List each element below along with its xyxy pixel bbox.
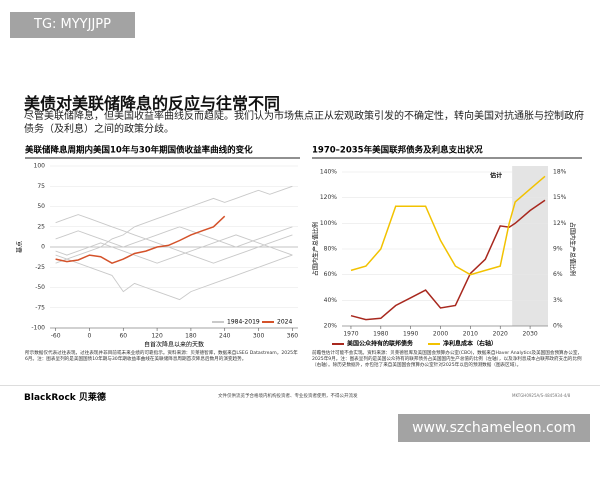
y2-tick-label: 6%: [553, 271, 563, 278]
legend-label: 1984-2019: [227, 319, 260, 326]
series-line: [350, 199, 546, 321]
legend-label: 美国公众持有的联邦债务: [346, 340, 414, 348]
watermark: www.szchameleon.com: [398, 414, 590, 442]
y-tick-label: 0: [41, 244, 45, 251]
y-tick-label: 25: [37, 223, 45, 230]
y2-tick-label: 12%: [553, 220, 567, 227]
chart-title: 1970–2035年美国联邦债务及利息支出状况: [312, 145, 483, 156]
x-tick-label: 2020: [493, 331, 508, 338]
footnote: 前瞻性估计可能不会实现。资料来源：贝莱德智库及美国国会预算办公室(CBO)，数据…: [312, 351, 583, 368]
y-tick-label: 40%: [324, 297, 338, 304]
x-tick-label: 240: [219, 333, 231, 340]
x-axis-label: 自首次降息以来的天数: [144, 341, 204, 349]
x-tick-label: 0: [88, 333, 92, 340]
footnote: 所示数据仅代表过往表现，过往表现并非目前或未来业绩的可靠指示。资料来源：贝莱德智…: [25, 351, 298, 362]
y-tick-label: 75: [37, 183, 45, 190]
x-tick-label: 120: [151, 333, 163, 340]
y-axis-label: 占国内生产总值比例: [312, 222, 320, 276]
y-tick-label: -50: [35, 284, 45, 291]
y-tick-label: -75: [35, 304, 45, 311]
y-tick-label: 100: [34, 163, 46, 170]
series-line: [55, 254, 293, 301]
x-tick-label: 300: [253, 333, 265, 340]
y-tick-label: 20%: [324, 323, 338, 330]
y-tick-label: -25: [35, 264, 45, 271]
series-line: [55, 185, 293, 264]
series-line: [55, 226, 293, 248]
series-line: [55, 214, 293, 264]
y2-axis-label: 占国内生产总值比例: [569, 222, 577, 276]
y-tick-label: 80%: [324, 246, 338, 253]
annotation: 估计: [489, 172, 502, 180]
x-tick-label: 60: [119, 333, 127, 340]
subtitle: 尽管美联储降息，但美国收益率曲线反而趋陡。我们认为市场焦点正从宏观政策引发的不确…: [24, 111, 584, 135]
x-tick-label: 1990: [403, 331, 418, 338]
y-tick-label: 140%: [320, 169, 337, 176]
brand: BlackRock 贝莱德: [24, 393, 106, 403]
x-tick-label: 2030: [522, 331, 537, 338]
y2-tick-label: 9%: [553, 246, 563, 253]
code: MKTGH0925A/S-4845934-4/8: [512, 393, 571, 398]
x-tick-label: 360: [287, 333, 299, 340]
y-tick-label: 50: [37, 203, 45, 210]
y2-tick-label: 18%: [553, 169, 567, 176]
notice: 文件仅供流览予合格境内机构投资者、专业投资者使用，不得公开流发: [218, 394, 358, 399]
y2-tick-label: 0%: [553, 323, 563, 330]
y2-tick-label: 3%: [553, 297, 563, 304]
x-tick-label: 2010: [463, 331, 478, 338]
legend-label: 净利息成本（右轴）: [443, 340, 497, 348]
watermark: TG: MYYJJPP: [10, 12, 135, 38]
y-tick-label: -100: [31, 325, 45, 332]
x-tick-label: 1970: [343, 331, 358, 338]
y-tick-label: 120%: [320, 194, 337, 201]
x-tick-label: 1980: [373, 331, 388, 338]
series-line: [55, 215, 226, 265]
y-axis-label: 基点: [16, 241, 24, 253]
y-tick-label: 60%: [324, 271, 338, 278]
estimate-shade: [512, 166, 548, 326]
x-tick-label: -60: [51, 333, 61, 340]
y2-tick-label: 15%: [553, 194, 567, 201]
y-tick-label: 100%: [320, 220, 337, 227]
series-line: [350, 175, 546, 276]
x-tick-label: 2000: [433, 331, 448, 338]
x-tick-label: 180: [185, 333, 197, 340]
legend-label: 2024: [277, 319, 292, 326]
page-title: 美债对美联储降息的反应与往常不同: [24, 94, 281, 113]
series-line: [55, 234, 293, 264]
chart-title: 美联储降息周期内美国10年与30年期国债收益率曲线的变化: [25, 145, 253, 156]
footer-bar: [0, 385, 600, 406]
